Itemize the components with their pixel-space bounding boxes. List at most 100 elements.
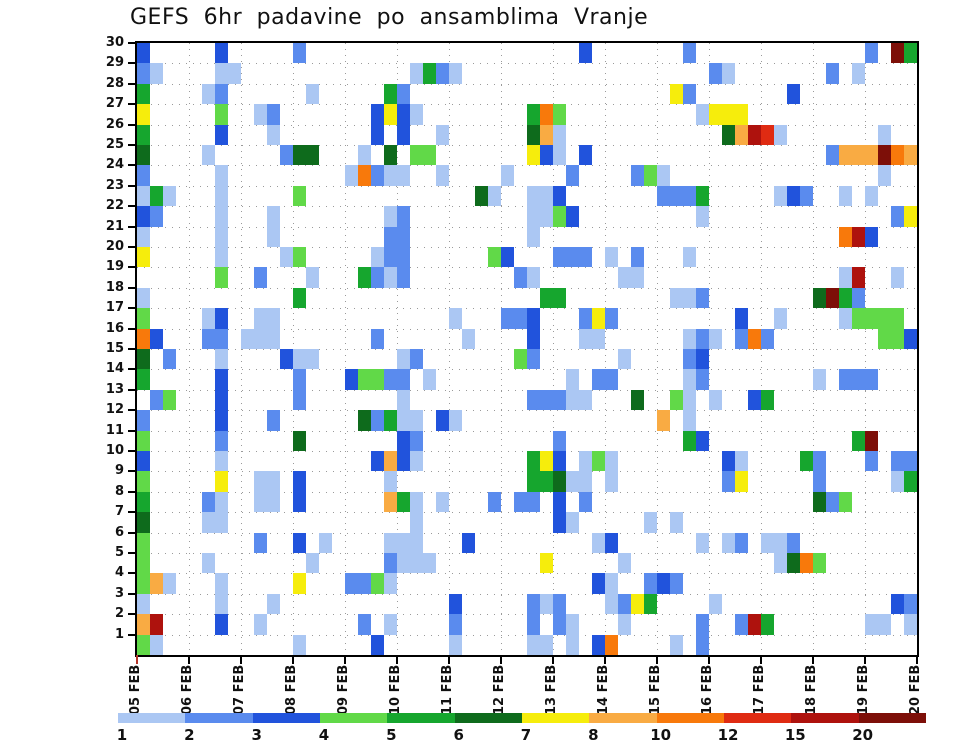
heatmap-cell [839, 308, 852, 329]
heatmap-cell [592, 573, 605, 594]
heatmap-cell [618, 349, 631, 370]
y-tick-label: 1 [114, 626, 124, 642]
x-tick-label: 09 FEB [336, 664, 351, 715]
heatmap-cell [644, 512, 657, 533]
heatmap-cell [267, 328, 280, 349]
heatmap-cell [761, 614, 774, 635]
heatmap-cell [566, 165, 579, 186]
heatmap-cell [540, 287, 553, 309]
heatmap-cell [527, 308, 540, 329]
heatmap-cell [540, 145, 553, 166]
heatmap-cell [137, 593, 150, 615]
heatmap-cell [839, 369, 852, 390]
heatmap-cell [865, 614, 878, 635]
y-tick-label: 2 [114, 606, 124, 622]
heatmap-cell [826, 491, 839, 513]
heatmap-cell [293, 369, 306, 390]
y-tick-label: 8 [114, 483, 124, 499]
colorbar-segment [724, 713, 792, 723]
grid-vline [865, 43, 866, 655]
y-tick-label: 17 [105, 300, 124, 316]
heatmap-cell [137, 63, 150, 84]
heatmap-cell [293, 491, 306, 513]
heatmap-cell [137, 634, 150, 655]
heatmap-cell [449, 614, 462, 635]
heatmap-cell [566, 512, 579, 533]
heatmap-cell [787, 553, 800, 574]
heatmap-cell [878, 328, 891, 349]
heatmap-cell [683, 43, 696, 64]
heatmap-cell [202, 308, 215, 329]
heatmap-cell [449, 410, 462, 431]
heatmap-cell [475, 185, 488, 207]
heatmap-cell [527, 226, 540, 247]
heatmap-cell [371, 104, 384, 125]
heatmap-cell [423, 145, 436, 166]
heatmap-cell [202, 491, 215, 513]
heatmap-cell [293, 471, 306, 492]
y-axis-tick [128, 123, 137, 126]
heatmap-cell [735, 471, 748, 492]
colorbar-label: 12 [717, 726, 739, 742]
heatmap-cell [384, 410, 397, 431]
heatmap-cell [488, 185, 501, 207]
heatmap-cell [722, 532, 735, 553]
heatmap-cell [579, 43, 592, 64]
heatmap-cell [839, 491, 852, 513]
heatmap-cell [397, 206, 410, 227]
y-tick-label: 14 [105, 361, 124, 377]
grid-vline [449, 43, 450, 655]
heatmap-cell [384, 104, 397, 125]
y-axis-tick [128, 409, 137, 412]
heatmap-cell [137, 451, 150, 472]
x-axis-tick [864, 655, 866, 664]
heatmap-cell [137, 83, 150, 105]
heatmap-cell [631, 165, 644, 186]
heatmap-cell [436, 124, 449, 145]
heatmap-cell [722, 471, 735, 492]
heatmap-cell [384, 532, 397, 553]
colorbar-segment [858, 713, 926, 723]
grid-hline [137, 553, 917, 554]
heatmap-cell [306, 145, 319, 166]
y-axis-tick [128, 633, 137, 636]
x-axis-tick [396, 655, 398, 664]
heatmap-cell [865, 369, 878, 390]
x-tick-label: 11 FEB [440, 664, 455, 715]
colorbar-label: 6 [453, 726, 464, 742]
grid-vline [241, 43, 242, 655]
x-axis-tick [500, 655, 502, 664]
grid-hline [137, 83, 917, 85]
colorbar-label: 2 [184, 726, 195, 742]
heatmap-cell [137, 145, 150, 166]
heatmap-cell [774, 553, 787, 574]
heatmap-cell [592, 634, 605, 655]
heatmap-cell [800, 553, 813, 574]
heatmap-cell [319, 532, 332, 553]
heatmap-cell [670, 185, 683, 207]
heatmap-cell [293, 573, 306, 594]
heatmap-cell [709, 389, 722, 411]
heatmap-cell [852, 145, 865, 166]
grid-vline [553, 43, 554, 655]
heatmap-cell [852, 63, 865, 84]
heatmap-cell [683, 185, 696, 207]
heatmap-cell [709, 63, 722, 84]
heatmap-cell [592, 328, 605, 349]
heatmap-cell [150, 614, 163, 635]
y-axis-tick [128, 225, 137, 228]
heatmap-cell [696, 185, 709, 207]
heatmap-cell [657, 410, 670, 431]
heatmap-cell [579, 328, 592, 349]
grid-hline [137, 165, 917, 167]
heatmap-cell [566, 634, 579, 655]
heatmap-cell [540, 389, 553, 411]
heatmap-cell [163, 185, 176, 207]
x-tick-label: 08 FEB [284, 664, 299, 715]
x-tick-label: 13 FEB [544, 664, 559, 715]
heatmap-cell [371, 328, 384, 349]
grid-hline [137, 573, 917, 575]
heatmap-cell [566, 369, 579, 390]
colorbar-segment [589, 713, 657, 723]
heatmap-cell [852, 287, 865, 309]
